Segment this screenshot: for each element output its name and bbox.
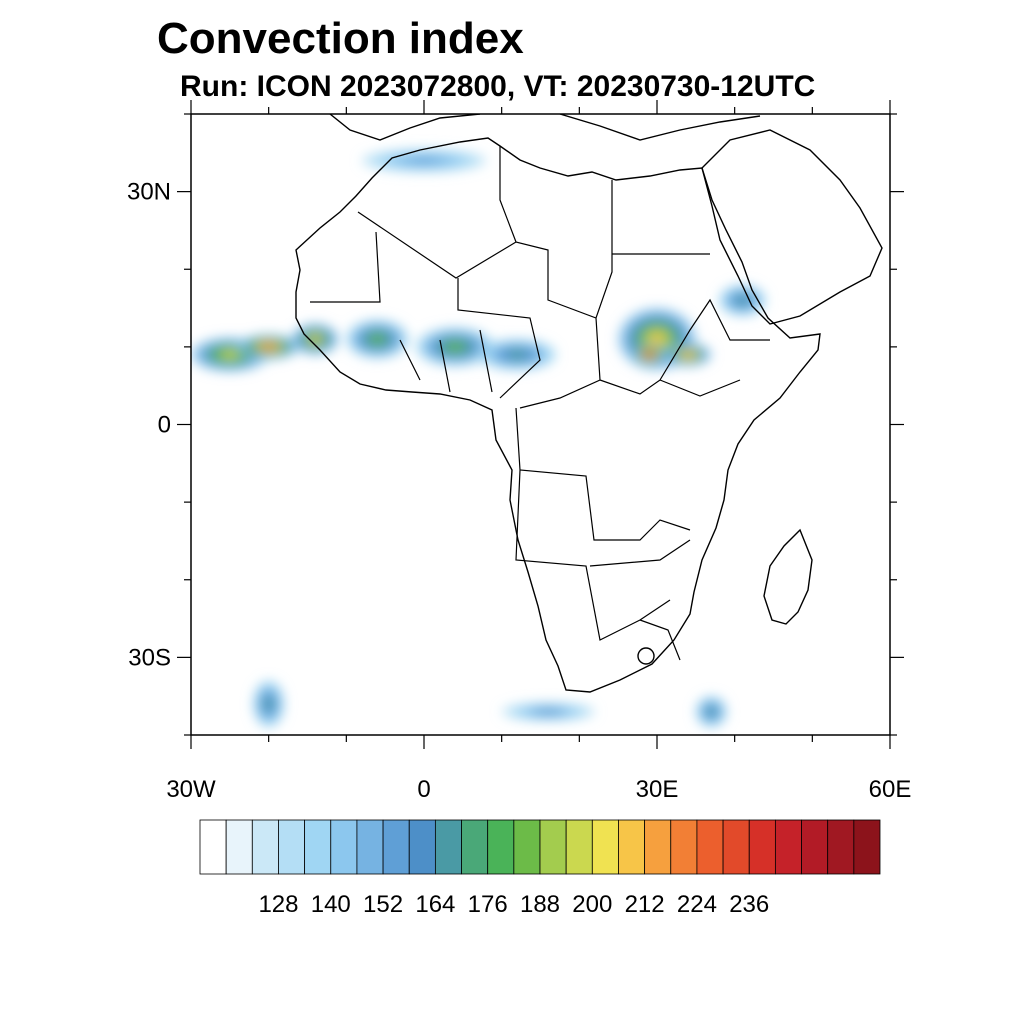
colorbar-swatch (853, 819, 881, 875)
colorbar-tick-label: 188 (520, 891, 560, 918)
page-title: Convection index (157, 14, 524, 63)
lesotho-border (637, 647, 655, 665)
colorbar (199, 819, 881, 875)
lon-tick-label: 30E (636, 776, 679, 803)
colorbar-tick-label: 200 (572, 891, 612, 918)
convection-cell (265, 699, 272, 709)
run-subtitle: Run: ICON 2023072800, VT: 20230730-12UTC (180, 70, 816, 103)
convection-cell (708, 708, 715, 715)
colorbar-swatch (618, 819, 646, 875)
colorbar-tick-label: 236 (729, 891, 769, 918)
lon-tick-label: 60E (869, 776, 912, 803)
colorbar-swatch (748, 819, 776, 875)
colorbar-swatch (199, 819, 227, 875)
colorbar-labels: 128 140 152 164 176 188 200 212 224 236 (258, 891, 769, 918)
colorbar-swatch (434, 819, 462, 875)
convection-cell (371, 335, 384, 343)
lon-tick-label: 30W (166, 776, 216, 803)
colorbar-swatch (539, 819, 567, 875)
convection-cell (538, 709, 558, 714)
colorbar-swatch (696, 819, 724, 875)
lat-tick-label: 30N (127, 179, 171, 206)
colorbar-swatch (513, 819, 541, 875)
colorbar-swatch (356, 819, 384, 875)
tick-layer (177, 100, 904, 749)
colorbar-swatch (304, 819, 332, 875)
convection-cell (447, 342, 463, 351)
mediterranean-north-coastline (559, 114, 761, 141)
convection-cell (411, 158, 437, 163)
colorbar-swatch (487, 819, 515, 875)
colorbar-swatch (670, 819, 698, 875)
colorbar-tick-label: 152 (363, 891, 403, 918)
colorbar-swatch (278, 819, 306, 875)
lat-tick-label: 30S (128, 644, 171, 671)
colorbar-swatch (251, 819, 279, 875)
convection-cell (509, 351, 525, 358)
colorbar-swatch (461, 819, 489, 875)
colorbar-swatch (774, 819, 802, 875)
africa-coastline (295, 137, 821, 693)
colorbar-swatch (827, 819, 855, 875)
convection-cell (683, 352, 693, 357)
tick-label-layer: 30N 0 30S 30W 0 30E 60E (127, 179, 911, 803)
colorbar-swatch (565, 819, 593, 875)
colorbar-tick-label: 140 (311, 891, 351, 918)
colorbar-tick-label: 176 (468, 891, 508, 918)
map-background (191, 114, 890, 735)
arabia-coastline (701, 129, 883, 325)
colorbar-tick-label: 224 (677, 891, 717, 918)
colorbar-swatch (644, 819, 672, 875)
colorbar-swatch (801, 819, 829, 875)
convection-cell (649, 332, 665, 346)
convection-field-layer (191, 148, 766, 728)
convection-cell (262, 344, 275, 350)
colorbar-tick-label: 128 (258, 891, 298, 918)
coastline-layer (295, 114, 883, 693)
convection-cell (737, 297, 748, 304)
colorbar-swatch (225, 819, 253, 875)
colorbar-swatch (722, 819, 750, 875)
lat-tick-label: 0 (158, 412, 171, 439)
madagascar-coastline (763, 528, 813, 625)
colorbar-swatch (330, 819, 358, 875)
colorbar-swatch (591, 819, 619, 875)
lon-tick-label: 0 (417, 776, 430, 803)
convection-cell (222, 351, 238, 359)
convection-cell (646, 352, 653, 357)
europe-coastline (329, 114, 481, 141)
colorbar-swatch (408, 819, 436, 875)
colorbar-tick-label: 212 (625, 891, 665, 918)
border-lines (310, 146, 770, 661)
colorbar-tick-label: 164 (415, 891, 455, 918)
colorbar-swatch (382, 819, 410, 875)
convection-cell (310, 336, 320, 343)
